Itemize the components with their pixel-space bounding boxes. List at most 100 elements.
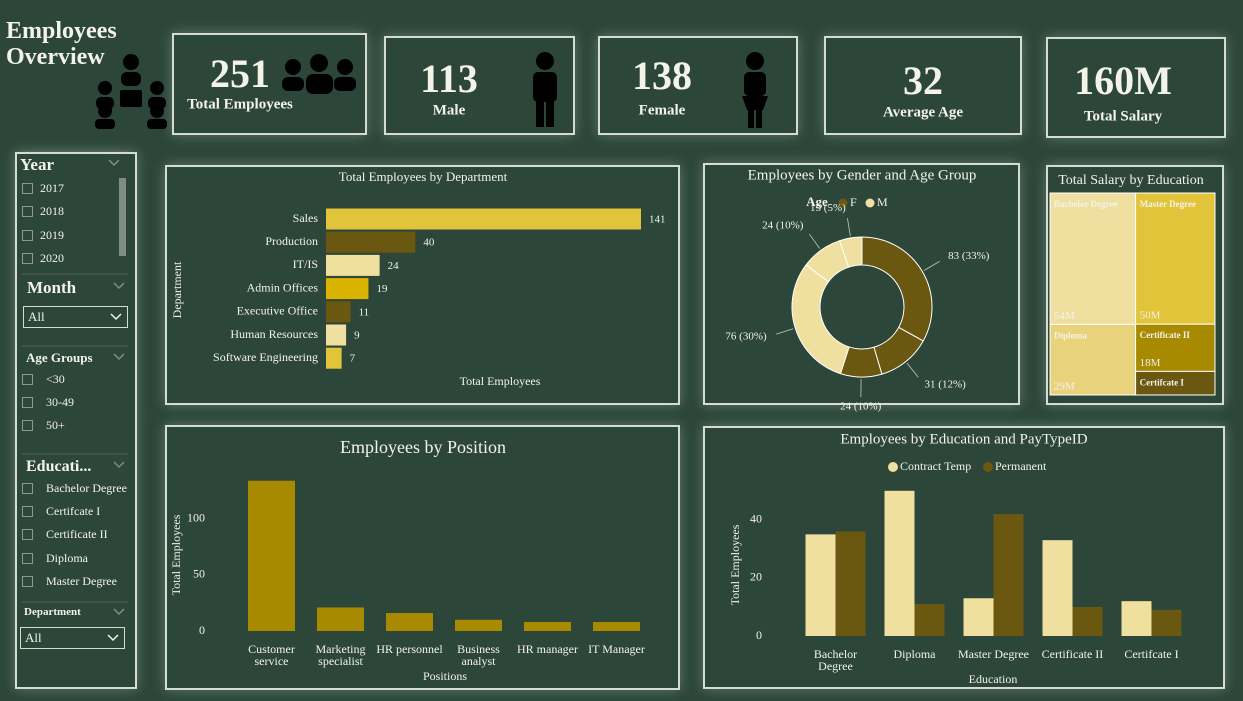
filter-option[interactable]: 50+ — [46, 418, 65, 432]
chart-title: Employees by Education and PayTypeID — [840, 431, 1087, 447]
dropdown[interactable] — [23, 306, 128, 328]
filter-panel — [15, 152, 137, 689]
checkbox[interactable] — [22, 483, 33, 494]
checkbox[interactable] — [22, 206, 33, 217]
kpi-label: Male — [433, 102, 466, 118]
x-tick-label: Business analyst — [457, 642, 500, 668]
treemap-tile — [1049, 192, 1137, 325]
chevron — [107, 634, 119, 642]
bar — [317, 607, 364, 631]
treemap-tile — [1049, 323, 1137, 396]
bar — [326, 208, 641, 230]
data-label: 50M — [1140, 310, 1161, 322]
y-axis-label: Total Employees — [169, 514, 183, 595]
checkbox[interactable] — [22, 553, 33, 564]
bar — [326, 301, 351, 323]
legend-swatch — [888, 462, 898, 472]
y-tick-label: 40 — [750, 512, 762, 526]
filter-option[interactable]: Diploma — [46, 551, 88, 565]
bar — [326, 278, 369, 300]
checkbox[interactable] — [22, 183, 33, 194]
filter-option[interactable]: 2020 — [40, 251, 64, 265]
dropdown[interactable] — [20, 627, 125, 649]
male-icon — [533, 52, 557, 127]
kpi-label: Total Employees — [187, 96, 293, 112]
checkbox[interactable] — [22, 397, 33, 408]
filter-title: Year — [20, 155, 54, 174]
data-label: 24 — [388, 260, 400, 272]
kpi-card — [384, 36, 575, 135]
filter-option[interactable]: 30-49 — [46, 395, 74, 409]
filter-option[interactable]: Master Degree — [46, 574, 117, 588]
data-label: 11 — [359, 306, 370, 318]
bar — [326, 347, 342, 369]
kpi-card — [598, 36, 798, 135]
treemap-tile — [1135, 192, 1216, 325]
data-label: 7 — [350, 353, 356, 365]
filter-option[interactable]: 2017 — [40, 181, 64, 195]
scrollbar[interactable] — [119, 178, 126, 256]
chart-title: Employees by Gender and Age Group — [748, 167, 977, 183]
filter-option[interactable]: 2019 — [40, 228, 64, 242]
bar — [914, 604, 945, 636]
bar — [1042, 540, 1073, 636]
filter-title: Educati... — [26, 458, 92, 475]
data-label: 13 (5%) — [810, 202, 846, 214]
legend-label: M — [877, 195, 888, 209]
filter-option[interactable]: <30 — [46, 372, 65, 386]
y-tick-label: Software Engineering — [213, 350, 318, 364]
checkbox[interactable] — [22, 506, 33, 517]
chevron — [113, 608, 125, 616]
legend-swatch — [983, 462, 993, 472]
checkbox[interactable] — [22, 230, 33, 241]
treemap-tile — [1135, 323, 1216, 372]
tile-label: Diploma — [1054, 330, 1088, 340]
dropdown-value[interactable]: All — [25, 630, 42, 645]
chart-panel — [165, 165, 680, 405]
y-tick-label: 0 — [756, 628, 762, 642]
dropdown-value[interactable]: All — [28, 309, 45, 324]
x-axis-label: Positions — [423, 669, 467, 683]
leader-line — [847, 218, 851, 237]
people-icon — [282, 54, 356, 94]
tile-label: Bachelor Degree — [1054, 199, 1117, 209]
kpi-card — [824, 36, 1022, 135]
filter-option[interactable]: 2018 — [40, 204, 64, 218]
filter-option[interactable]: Certifcate I — [46, 504, 101, 518]
filter-option[interactable]: Bachelor Degree — [46, 481, 127, 495]
checkbox[interactable] — [22, 529, 33, 540]
bar — [993, 514, 1024, 636]
y-tick-label: IT/IS — [293, 257, 318, 271]
checkbox[interactable] — [22, 253, 33, 264]
kpi-value: 251 — [210, 51, 270, 96]
tile-label: Certificate II — [1140, 330, 1191, 340]
checkbox[interactable] — [22, 420, 33, 431]
legend-swatch — [838, 198, 848, 208]
x-tick-label: HR manager — [517, 642, 578, 656]
y-tick-label: Production — [265, 234, 318, 248]
female-icon — [742, 52, 768, 128]
treemap-tile — [1135, 370, 1216, 396]
bar — [884, 490, 915, 636]
checkbox[interactable] — [22, 576, 33, 587]
legend-title: Age — [806, 194, 828, 209]
y-axis-label: Total Employees — [728, 524, 742, 605]
kpi-label: Female — [639, 102, 686, 118]
bar — [1072, 606, 1103, 636]
data-label: 29M — [1054, 381, 1075, 393]
page-title: Employees Overview — [6, 18, 117, 70]
chart-title: Employees by Position — [340, 437, 506, 457]
x-tick-label: Certifcate I — [1124, 647, 1179, 661]
leader-line — [808, 233, 821, 249]
x-tick-label: HR personnel — [376, 642, 443, 656]
leader-line — [776, 328, 794, 335]
tile-label: Master Degree — [1140, 199, 1196, 209]
legend-swatch — [865, 198, 875, 208]
filter-option[interactable]: Certificate II — [46, 527, 108, 541]
data-label: 40 — [423, 237, 435, 249]
data-label: 18M — [1140, 357, 1161, 369]
x-tick-label: Master Degree — [958, 647, 1029, 661]
checkbox[interactable] — [22, 374, 33, 385]
